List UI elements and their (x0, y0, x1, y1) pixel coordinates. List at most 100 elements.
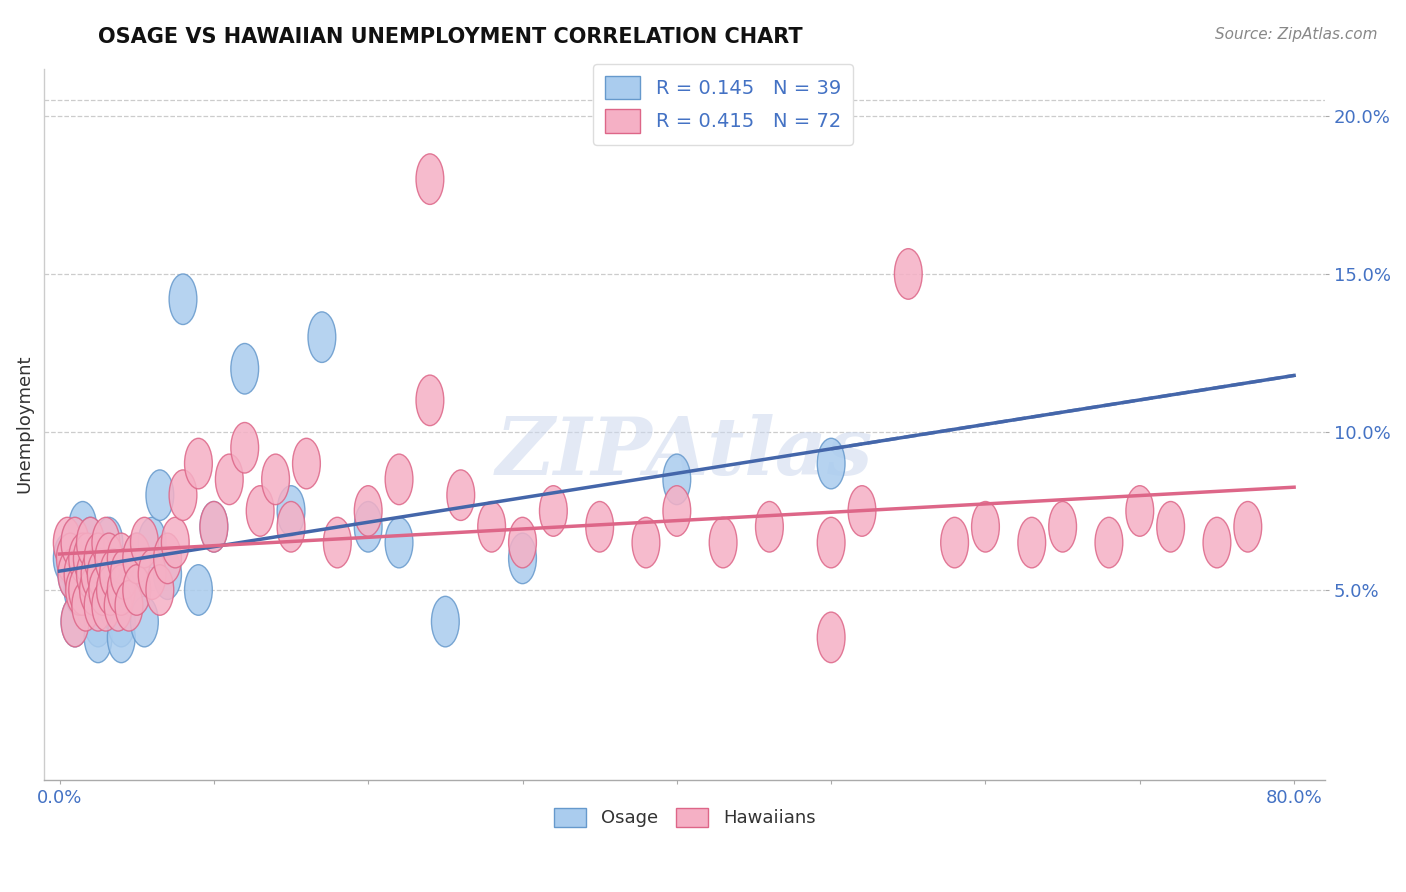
Ellipse shape (941, 517, 969, 568)
Ellipse shape (100, 549, 128, 599)
Ellipse shape (817, 438, 845, 489)
Ellipse shape (65, 549, 91, 599)
Ellipse shape (138, 549, 166, 599)
Ellipse shape (60, 597, 89, 647)
Ellipse shape (91, 581, 120, 631)
Ellipse shape (131, 517, 159, 568)
Ellipse shape (184, 565, 212, 615)
Ellipse shape (146, 470, 174, 520)
Ellipse shape (848, 486, 876, 536)
Ellipse shape (84, 597, 112, 647)
Ellipse shape (1234, 501, 1261, 552)
Ellipse shape (1157, 501, 1184, 552)
Ellipse shape (65, 565, 91, 615)
Ellipse shape (447, 470, 475, 520)
Ellipse shape (664, 486, 690, 536)
Ellipse shape (76, 549, 104, 599)
Ellipse shape (60, 517, 89, 568)
Ellipse shape (478, 501, 506, 552)
Ellipse shape (73, 565, 101, 615)
Ellipse shape (586, 501, 613, 552)
Ellipse shape (162, 517, 190, 568)
Ellipse shape (184, 438, 212, 489)
Ellipse shape (66, 565, 93, 615)
Ellipse shape (84, 533, 112, 583)
Ellipse shape (231, 343, 259, 394)
Ellipse shape (215, 454, 243, 505)
Ellipse shape (76, 581, 104, 631)
Ellipse shape (80, 533, 107, 583)
Ellipse shape (385, 454, 413, 505)
Ellipse shape (354, 501, 382, 552)
Ellipse shape (60, 597, 89, 647)
Ellipse shape (100, 581, 128, 631)
Ellipse shape (72, 581, 100, 631)
Ellipse shape (122, 565, 150, 615)
Ellipse shape (91, 565, 120, 615)
Ellipse shape (84, 581, 112, 631)
Ellipse shape (153, 533, 181, 583)
Ellipse shape (169, 274, 197, 325)
Ellipse shape (84, 612, 112, 663)
Ellipse shape (169, 470, 197, 520)
Ellipse shape (80, 565, 107, 615)
Ellipse shape (200, 501, 228, 552)
Ellipse shape (97, 565, 124, 615)
Ellipse shape (115, 581, 143, 631)
Y-axis label: Unemployment: Unemployment (15, 355, 32, 493)
Ellipse shape (56, 533, 84, 583)
Ellipse shape (262, 454, 290, 505)
Ellipse shape (277, 486, 305, 536)
Ellipse shape (1018, 517, 1046, 568)
Ellipse shape (509, 533, 537, 583)
Ellipse shape (96, 517, 122, 568)
Ellipse shape (292, 438, 321, 489)
Ellipse shape (709, 517, 737, 568)
Ellipse shape (354, 486, 382, 536)
Ellipse shape (432, 597, 460, 647)
Ellipse shape (107, 565, 135, 615)
Ellipse shape (58, 549, 86, 599)
Ellipse shape (246, 486, 274, 536)
Ellipse shape (58, 549, 86, 599)
Text: Source: ZipAtlas.com: Source: ZipAtlas.com (1215, 27, 1378, 42)
Ellipse shape (60, 517, 89, 568)
Ellipse shape (1204, 517, 1230, 568)
Ellipse shape (69, 533, 97, 583)
Ellipse shape (91, 533, 120, 583)
Ellipse shape (131, 597, 159, 647)
Ellipse shape (89, 565, 117, 615)
Ellipse shape (111, 549, 138, 599)
Ellipse shape (122, 533, 150, 583)
Ellipse shape (91, 517, 120, 568)
Ellipse shape (509, 517, 537, 568)
Ellipse shape (323, 517, 352, 568)
Ellipse shape (1126, 486, 1154, 536)
Ellipse shape (96, 533, 122, 583)
Ellipse shape (755, 501, 783, 552)
Ellipse shape (664, 454, 690, 505)
Ellipse shape (69, 533, 97, 583)
Ellipse shape (146, 565, 174, 615)
Ellipse shape (53, 533, 82, 583)
Ellipse shape (817, 517, 845, 568)
Ellipse shape (540, 486, 567, 536)
Ellipse shape (87, 549, 115, 599)
Ellipse shape (308, 312, 336, 362)
Legend: Osage, Hawaiians: Osage, Hawaiians (547, 801, 823, 835)
Ellipse shape (1049, 501, 1077, 552)
Ellipse shape (69, 565, 97, 615)
Ellipse shape (104, 581, 132, 631)
Ellipse shape (73, 533, 101, 583)
Ellipse shape (69, 501, 97, 552)
Ellipse shape (82, 549, 108, 599)
Text: OSAGE VS HAWAIIAN UNEMPLOYMENT CORRELATION CHART: OSAGE VS HAWAIIAN UNEMPLOYMENT CORRELATI… (98, 27, 803, 46)
Ellipse shape (1095, 517, 1123, 568)
Ellipse shape (231, 423, 259, 473)
Text: ZIPAtlas: ZIPAtlas (496, 414, 873, 491)
Ellipse shape (277, 501, 305, 552)
Ellipse shape (138, 517, 166, 568)
Ellipse shape (153, 549, 181, 599)
Ellipse shape (385, 517, 413, 568)
Ellipse shape (122, 565, 150, 615)
